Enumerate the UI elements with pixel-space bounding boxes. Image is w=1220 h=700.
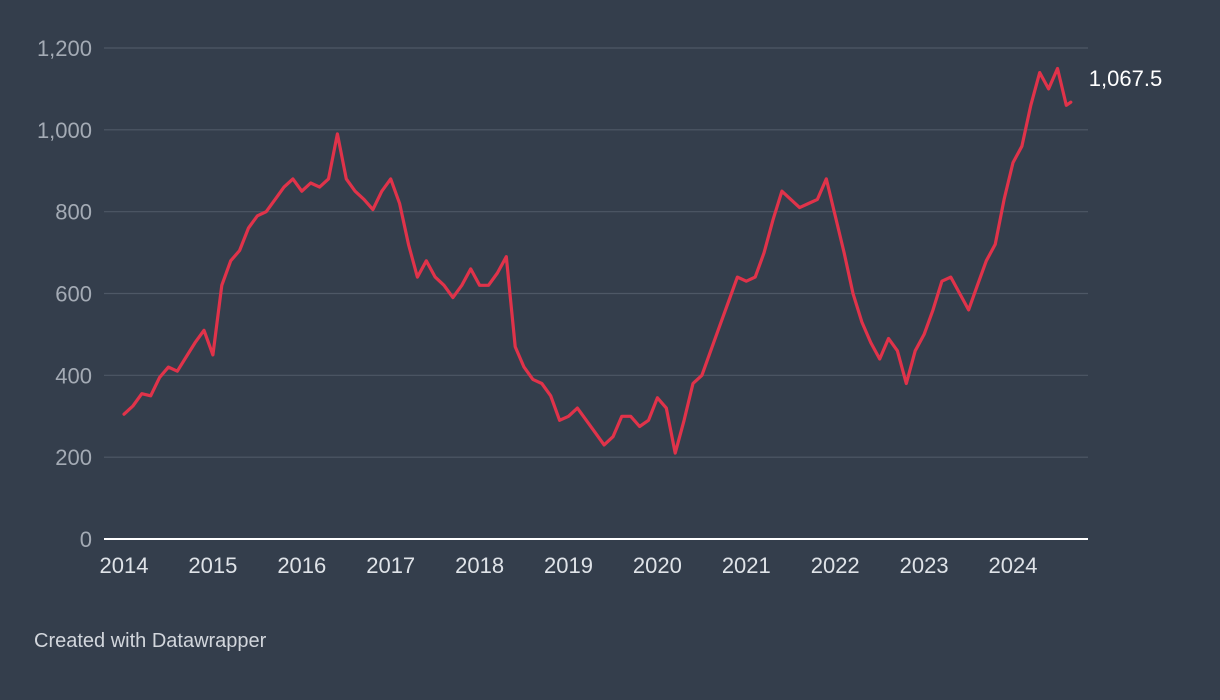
x-axis-ticks: 2014 2015 2016 2017 2018 2019 2020 2021 2022 2023… <box>100 553 1038 578</box>
x-tick-label: 2023 <box>900 553 949 578</box>
y-axis-ticks: 0 200 400 600 800 1,000 1,200 <box>37 36 92 552</box>
x-tick-label: 2019 <box>544 553 593 578</box>
y-tick-label: 200 <box>55 445 92 470</box>
series-line <box>122 66 1073 455</box>
x-tick-label: 2020 <box>633 553 682 578</box>
x-tick-label: 2015 <box>188 553 237 578</box>
x-tick-label: 2018 <box>455 553 504 578</box>
end-value-label: 1,067.5 <box>1089 66 1162 91</box>
y-tick-label: 0 <box>80 527 92 552</box>
x-tick-label: 2022 <box>811 553 860 578</box>
y-tick-label: 800 <box>55 200 92 225</box>
y-tick-label: 1,000 <box>37 118 92 143</box>
y-tick-label: 400 <box>55 363 92 388</box>
x-tick-label: 2017 <box>366 553 415 578</box>
x-tick-label: 2024 <box>989 553 1038 578</box>
x-tick-label: 2014 <box>100 553 149 578</box>
line-chart: 0 200 400 600 800 1,000 1,200 2014 2015 2016 2017… <box>37 36 1162 578</box>
x-tick-label: 2021 <box>722 553 771 578</box>
series-layer <box>122 66 1073 455</box>
x-tick-label: 2016 <box>277 553 326 578</box>
gridlines <box>104 47 1088 540</box>
credit-text: Created with Datawrapper <box>34 630 267 652</box>
y-tick-label: 600 <box>55 282 92 307</box>
y-tick-label: 1,200 <box>37 36 92 61</box>
